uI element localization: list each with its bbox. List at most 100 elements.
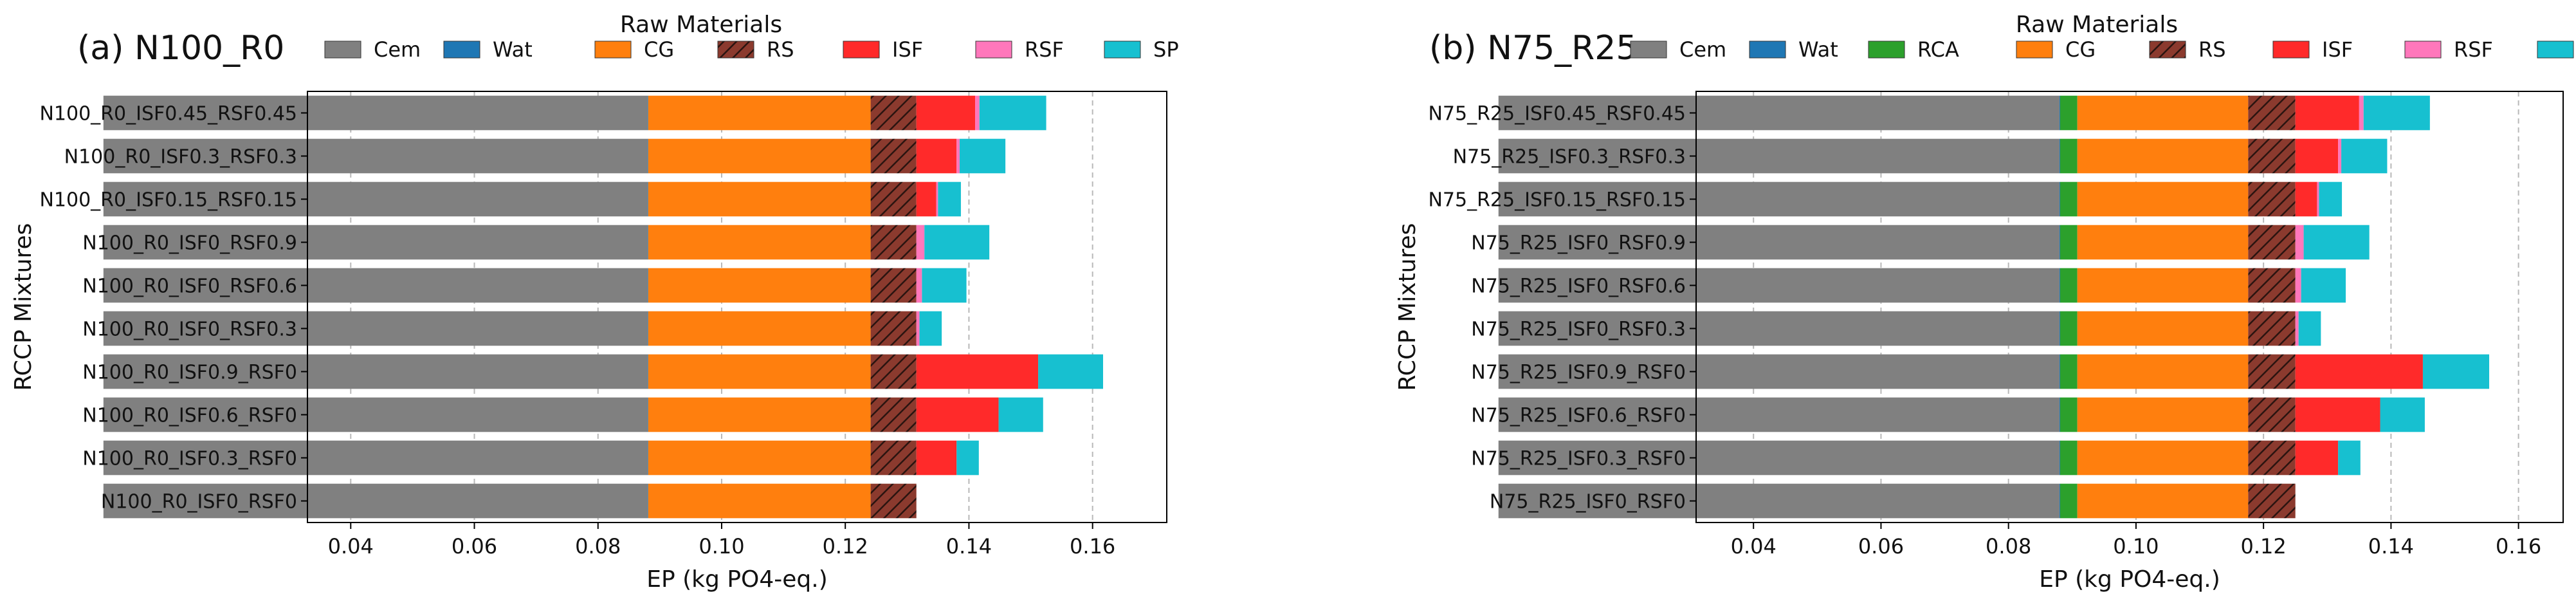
bar-segment-rsf-row-2 — [936, 181, 938, 217]
y-tick-label-1: N100_R0_ISF0.3_RSF0.3 — [64, 146, 297, 169]
bar-segment-rs-row-7 — [2248, 397, 2296, 432]
bar-segment-cg-row-3 — [2077, 225, 2249, 260]
bar-segment-rs-row-7 — [870, 397, 917, 432]
bar-segment-isf-row-7 — [2295, 397, 2380, 432]
bar-segment-cem-row-9 — [1498, 483, 2060, 519]
bar-segment-cg-row-6 — [648, 354, 871, 389]
bar-segment-isf-row-6 — [916, 354, 1039, 389]
legend-label-sp: SP — [1153, 37, 1179, 62]
bar-segment-rs-row-9 — [870, 483, 917, 519]
bar-segment-sp-row-8 — [2338, 440, 2361, 476]
bar-segment-rs-row-2 — [2248, 181, 2296, 217]
panel-a-x-axis-label: EP (kg PO4-eq.) — [646, 566, 828, 592]
bar-segment-rsf-row-4 — [916, 268, 922, 303]
bar-segment-rs-row-6 — [870, 354, 917, 389]
legend-swatch-rs — [2149, 41, 2186, 59]
bar-segment-rca-row-0 — [2060, 95, 2078, 131]
bar-segment-sp-row-7 — [2380, 397, 2425, 432]
panel-b-y-axis-label: RCCP Mixtures — [1394, 223, 1421, 391]
bar-segment-isf-row-0 — [916, 95, 976, 131]
y-tick-label-3: N75_R25_ISF0_RSF0.9 — [1471, 232, 1686, 255]
bar-segment-cg-row-8 — [2077, 440, 2249, 476]
legend-swatch-rs — [717, 41, 754, 59]
bar-segment-cem-row-6 — [103, 354, 648, 389]
bar-segment-rsf-row-3 — [2295, 225, 2304, 260]
y-tick-label-8: N100_R0_ISF0.3_RSF0 — [82, 448, 297, 470]
y-tick-label-2: N75_R25_ISF0.15_RSF0.15 — [1428, 189, 1686, 212]
bar-segment-rs-row-8 — [2248, 440, 2296, 476]
bar-segment-rs-row-8 — [870, 440, 917, 476]
legend-label-rsf: RSF — [1025, 37, 1064, 62]
panel-b-x-axis-label: EP (kg PO4-eq.) — [2039, 566, 2220, 592]
bar-segment-cem-row-5 — [1498, 311, 2060, 346]
bar-segment-cg-row-2 — [648, 181, 871, 217]
bar-segment-sp-row-2 — [938, 181, 961, 217]
bar-segment-cem-row-3 — [1498, 225, 2060, 260]
bar-segment-rs-row-2 — [870, 181, 917, 217]
bar-segment-rca-row-6 — [2060, 354, 2078, 389]
bar-segment-cem-row-7 — [1498, 397, 2060, 432]
legend-label-rca: RCA — [1917, 37, 1959, 62]
bar-segment-rca-row-1 — [2060, 138, 2078, 174]
bar-segment-rs-row-3 — [2248, 225, 2296, 260]
y-tick-label-1: N75_R25_ISF0.3_RSF0.3 — [1453, 146, 1686, 169]
x-tick-label-3: 0.10 — [699, 534, 744, 559]
legend-swatch-isf — [2272, 41, 2310, 59]
legend-swatch-sp — [1104, 41, 1141, 59]
legend-label-cem: Cem — [1679, 37, 1726, 62]
bar-segment-cg-row-1 — [648, 138, 871, 174]
bar-segment-isf-row-2 — [916, 181, 936, 217]
panel-b-y-tick-labels: N75_R25_ISF0.45_RSF0.45 N75_R25_ISF0.3_RS… — [1428, 103, 1696, 513]
panel-b: (b) N75_R25 Raw Materials Cem Wat RCA CG RS I… — [1394, 12, 2574, 592]
x-tick-label-0: 0.04 — [328, 534, 374, 559]
legend-label-rsf: RSF — [2454, 37, 2493, 62]
bar-segment-sp-row-1 — [2341, 138, 2388, 174]
legend-swatch-rca — [1868, 41, 1905, 59]
bar-segment-cg-row-7 — [648, 397, 871, 432]
bar-segment-cg-row-9 — [2077, 483, 2249, 519]
y-tick-label-7: N100_R0_ISF0.6_RSF0 — [82, 405, 297, 427]
panel-a-legend-title: Raw Materials — [620, 12, 782, 38]
legend-swatch-wat — [1749, 41, 1786, 59]
bar-segment-cg-row-4 — [648, 268, 871, 303]
bar-segment-cg-row-7 — [2077, 397, 2249, 432]
x-tick-label-3: 0.10 — [2113, 534, 2159, 559]
legend-swatch-isf — [843, 41, 880, 59]
bar-segment-sp-row-2 — [2319, 181, 2343, 217]
bar-segment-cg-row-3 — [648, 225, 871, 260]
bar-segment-cem-row-2 — [103, 181, 648, 217]
bar-segment-isf-row-8 — [916, 440, 957, 476]
bar-segment-cg-row-6 — [2077, 354, 2249, 389]
bar-segment-cg-row-5 — [648, 311, 871, 346]
y-tick-label-8: N75_R25_ISF0.3_RSF0 — [1471, 448, 1686, 470]
bar-segment-sp-row-6 — [1038, 354, 1104, 389]
x-tick-label-2: 0.08 — [575, 534, 621, 559]
bar-segment-rs-row-9 — [2248, 483, 2296, 519]
y-tick-label-7: N75_R25_ISF0.6_RSF0 — [1471, 405, 1686, 427]
panel-b-x-tick-labels: 0.04 0.06 0.08 0.10 0.12 0.14 0.16 — [1731, 523, 2541, 559]
panel-b-axes-frame — [1695, 91, 2564, 523]
bar-segment-sp-row-5 — [919, 311, 942, 346]
bar-segment-cg-row-2 — [2077, 181, 2249, 217]
bar-segment-cem-row-5 — [103, 311, 648, 346]
legend-swatch-wat — [443, 41, 480, 59]
y-tick-label-3: N100_R0_ISF0_RSF0.9 — [82, 232, 297, 255]
y-tick-label-0: N100_R0_ISF0.45_RSF0.45 — [39, 103, 297, 125]
bar-segment-rca-row-5 — [2060, 311, 2078, 346]
y-tick-label-9: N100_R0_ISF0_RSF0 — [101, 491, 297, 513]
bar-segment-cg-row-8 — [648, 440, 871, 476]
x-tick-label-2: 0.08 — [1986, 534, 2031, 559]
bar-segment-rs-row-6 — [2248, 354, 2296, 389]
bar-segment-cem-row-1 — [103, 138, 648, 174]
legend-swatch-cem — [1630, 41, 1667, 59]
bar-segment-rsf-row-3 — [916, 225, 925, 260]
y-tick-label-2: N100_R0_ISF0.15_RSF0.15 — [39, 189, 297, 212]
y-tick-label-0: N75_R25_ISF0.45_RSF0.45 — [1428, 103, 1686, 125]
panel-a: (a) N100_R0 Raw Materials Cem Wat CG RS ISF R… — [10, 12, 1179, 592]
x-tick-label-0: 0.04 — [1731, 534, 1777, 559]
legend-label-isf: ISF — [2322, 37, 2353, 62]
bar-segment-cem-row-3 — [103, 225, 648, 260]
bar-segment-cg-row-9 — [648, 483, 871, 519]
panel-b-title: (b) N75_R25 — [1429, 29, 1637, 68]
